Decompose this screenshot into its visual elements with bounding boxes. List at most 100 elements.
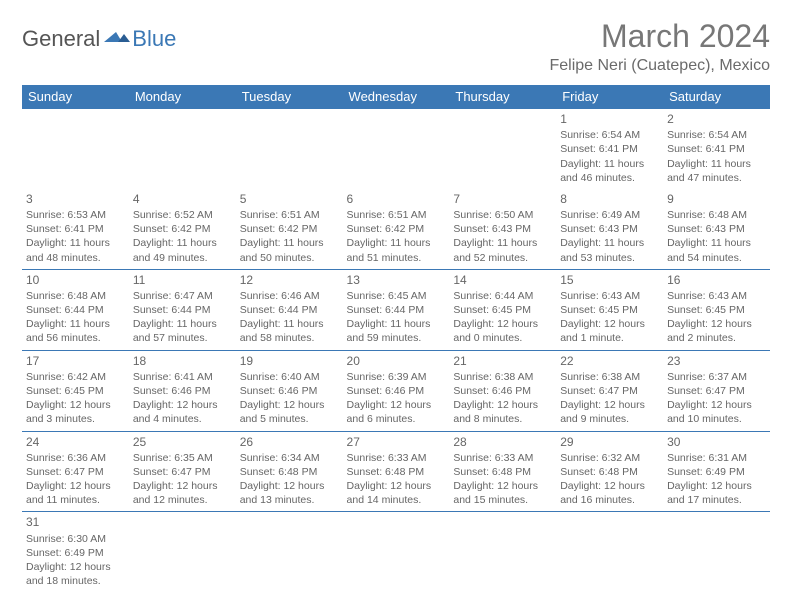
calendar-cell: 10Sunrise: 6:48 AMSunset: 6:44 PMDayligh… (22, 269, 129, 350)
header: General Blue March 2024 Felipe Neri (Cua… (22, 18, 770, 75)
calendar-week: 1Sunrise: 6:54 AMSunset: 6:41 PMDaylight… (22, 109, 770, 189)
calendar-cell: 31Sunrise: 6:30 AMSunset: 6:49 PMDayligh… (22, 512, 129, 592)
sunrise-line: Sunrise: 6:38 AM (560, 370, 659, 384)
calendar-week: 3Sunrise: 6:53 AMSunset: 6:41 PMDaylight… (22, 189, 770, 269)
daylight-line: Daylight: 12 hours and 13 minutes. (240, 479, 339, 507)
calendar-cell: 9Sunrise: 6:48 AMSunset: 6:43 PMDaylight… (663, 189, 770, 269)
sunrise-line: Sunrise: 6:45 AM (347, 289, 446, 303)
sunrise-line: Sunrise: 6:37 AM (667, 370, 766, 384)
day-header: Wednesday (343, 85, 450, 109)
logo-text-blue: Blue (132, 26, 176, 52)
sunrise-line: Sunrise: 6:39 AM (347, 370, 446, 384)
daylight-line: Daylight: 11 hours and 46 minutes. (560, 157, 659, 185)
daylight-line: Daylight: 11 hours and 59 minutes. (347, 317, 446, 345)
day-number: 20 (347, 353, 446, 369)
sunset-line: Sunset: 6:47 PM (560, 384, 659, 398)
day-number: 7 (453, 191, 552, 207)
day-number: 2 (667, 111, 766, 127)
calendar-cell: 11Sunrise: 6:47 AMSunset: 6:44 PMDayligh… (129, 269, 236, 350)
sunrise-line: Sunrise: 6:43 AM (560, 289, 659, 303)
sunrise-line: Sunrise: 6:43 AM (667, 289, 766, 303)
sunrise-line: Sunrise: 6:44 AM (453, 289, 552, 303)
sunset-line: Sunset: 6:44 PM (133, 303, 232, 317)
calendar-cell: 23Sunrise: 6:37 AMSunset: 6:47 PMDayligh… (663, 350, 770, 431)
calendar-cell (22, 109, 129, 189)
sunset-line: Sunset: 6:45 PM (453, 303, 552, 317)
day-number: 12 (240, 272, 339, 288)
day-number: 27 (347, 434, 446, 450)
sunrise-line: Sunrise: 6:33 AM (453, 451, 552, 465)
day-number: 8 (560, 191, 659, 207)
daylight-line: Daylight: 12 hours and 17 minutes. (667, 479, 766, 507)
sunrise-line: Sunrise: 6:42 AM (26, 370, 125, 384)
calendar-cell: 5Sunrise: 6:51 AMSunset: 6:42 PMDaylight… (236, 189, 343, 269)
calendar-cell: 3Sunrise: 6:53 AMSunset: 6:41 PMDaylight… (22, 189, 129, 269)
sunrise-line: Sunrise: 6:31 AM (667, 451, 766, 465)
calendar-cell (129, 109, 236, 189)
day-header: Tuesday (236, 85, 343, 109)
calendar-cell (129, 512, 236, 592)
daylight-line: Daylight: 11 hours and 47 minutes. (667, 157, 766, 185)
calendar-cell: 27Sunrise: 6:33 AMSunset: 6:48 PMDayligh… (343, 431, 450, 512)
calendar-cell: 19Sunrise: 6:40 AMSunset: 6:46 PMDayligh… (236, 350, 343, 431)
sunset-line: Sunset: 6:47 PM (26, 465, 125, 479)
calendar-cell: 24Sunrise: 6:36 AMSunset: 6:47 PMDayligh… (22, 431, 129, 512)
daylight-line: Daylight: 12 hours and 0 minutes. (453, 317, 552, 345)
sunrise-line: Sunrise: 6:34 AM (240, 451, 339, 465)
daylight-line: Daylight: 12 hours and 6 minutes. (347, 398, 446, 426)
calendar-week: 24Sunrise: 6:36 AMSunset: 6:47 PMDayligh… (22, 431, 770, 512)
daylight-line: Daylight: 11 hours and 57 minutes. (133, 317, 232, 345)
calendar-cell (449, 109, 556, 189)
calendar-table: SundayMondayTuesdayWednesdayThursdayFrid… (22, 85, 770, 592)
calendar-cell: 17Sunrise: 6:42 AMSunset: 6:45 PMDayligh… (22, 350, 129, 431)
calendar-cell: 25Sunrise: 6:35 AMSunset: 6:47 PMDayligh… (129, 431, 236, 512)
daylight-line: Daylight: 12 hours and 11 minutes. (26, 479, 125, 507)
sunrise-line: Sunrise: 6:30 AM (26, 532, 125, 546)
calendar-cell: 13Sunrise: 6:45 AMSunset: 6:44 PMDayligh… (343, 269, 450, 350)
day-number: 26 (240, 434, 339, 450)
daylight-line: Daylight: 12 hours and 8 minutes. (453, 398, 552, 426)
day-number: 22 (560, 353, 659, 369)
sunset-line: Sunset: 6:46 PM (240, 384, 339, 398)
sunrise-line: Sunrise: 6:49 AM (560, 208, 659, 222)
day-number: 19 (240, 353, 339, 369)
sunrise-line: Sunrise: 6:53 AM (26, 208, 125, 222)
daylight-line: Daylight: 12 hours and 15 minutes. (453, 479, 552, 507)
sunrise-line: Sunrise: 6:50 AM (453, 208, 552, 222)
calendar-cell (343, 512, 450, 592)
calendar-cell: 8Sunrise: 6:49 AMSunset: 6:43 PMDaylight… (556, 189, 663, 269)
daylight-line: Daylight: 11 hours and 50 minutes. (240, 236, 339, 264)
calendar-cell (343, 109, 450, 189)
calendar-cell: 14Sunrise: 6:44 AMSunset: 6:45 PMDayligh… (449, 269, 556, 350)
daylight-line: Daylight: 12 hours and 3 minutes. (26, 398, 125, 426)
day-number: 31 (26, 514, 125, 530)
calendar-cell: 16Sunrise: 6:43 AMSunset: 6:45 PMDayligh… (663, 269, 770, 350)
day-number: 6 (347, 191, 446, 207)
calendar-cell: 15Sunrise: 6:43 AMSunset: 6:45 PMDayligh… (556, 269, 663, 350)
calendar-cell: 18Sunrise: 6:41 AMSunset: 6:46 PMDayligh… (129, 350, 236, 431)
day-number: 4 (133, 191, 232, 207)
location: Felipe Neri (Cuatepec), Mexico (549, 57, 770, 75)
sunrise-line: Sunrise: 6:41 AM (133, 370, 232, 384)
sunset-line: Sunset: 6:46 PM (453, 384, 552, 398)
sunrise-line: Sunrise: 6:38 AM (453, 370, 552, 384)
flag-icon (104, 28, 130, 51)
daylight-line: Daylight: 11 hours and 53 minutes. (560, 236, 659, 264)
day-number: 1 (560, 111, 659, 127)
calendar-body: 1Sunrise: 6:54 AMSunset: 6:41 PMDaylight… (22, 109, 770, 593)
day-number: 21 (453, 353, 552, 369)
sunset-line: Sunset: 6:49 PM (26, 546, 125, 560)
calendar-cell: 4Sunrise: 6:52 AMSunset: 6:42 PMDaylight… (129, 189, 236, 269)
calendar-cell: 21Sunrise: 6:38 AMSunset: 6:46 PMDayligh… (449, 350, 556, 431)
daylight-line: Daylight: 12 hours and 1 minute. (560, 317, 659, 345)
sunrise-line: Sunrise: 6:54 AM (667, 128, 766, 142)
sunset-line: Sunset: 6:42 PM (347, 222, 446, 236)
day-header: Monday (129, 85, 236, 109)
day-number: 5 (240, 191, 339, 207)
sunset-line: Sunset: 6:44 PM (347, 303, 446, 317)
calendar-cell: 28Sunrise: 6:33 AMSunset: 6:48 PMDayligh… (449, 431, 556, 512)
sunset-line: Sunset: 6:45 PM (560, 303, 659, 317)
sunrise-line: Sunrise: 6:33 AM (347, 451, 446, 465)
day-header: Sunday (22, 85, 129, 109)
sunset-line: Sunset: 6:48 PM (240, 465, 339, 479)
